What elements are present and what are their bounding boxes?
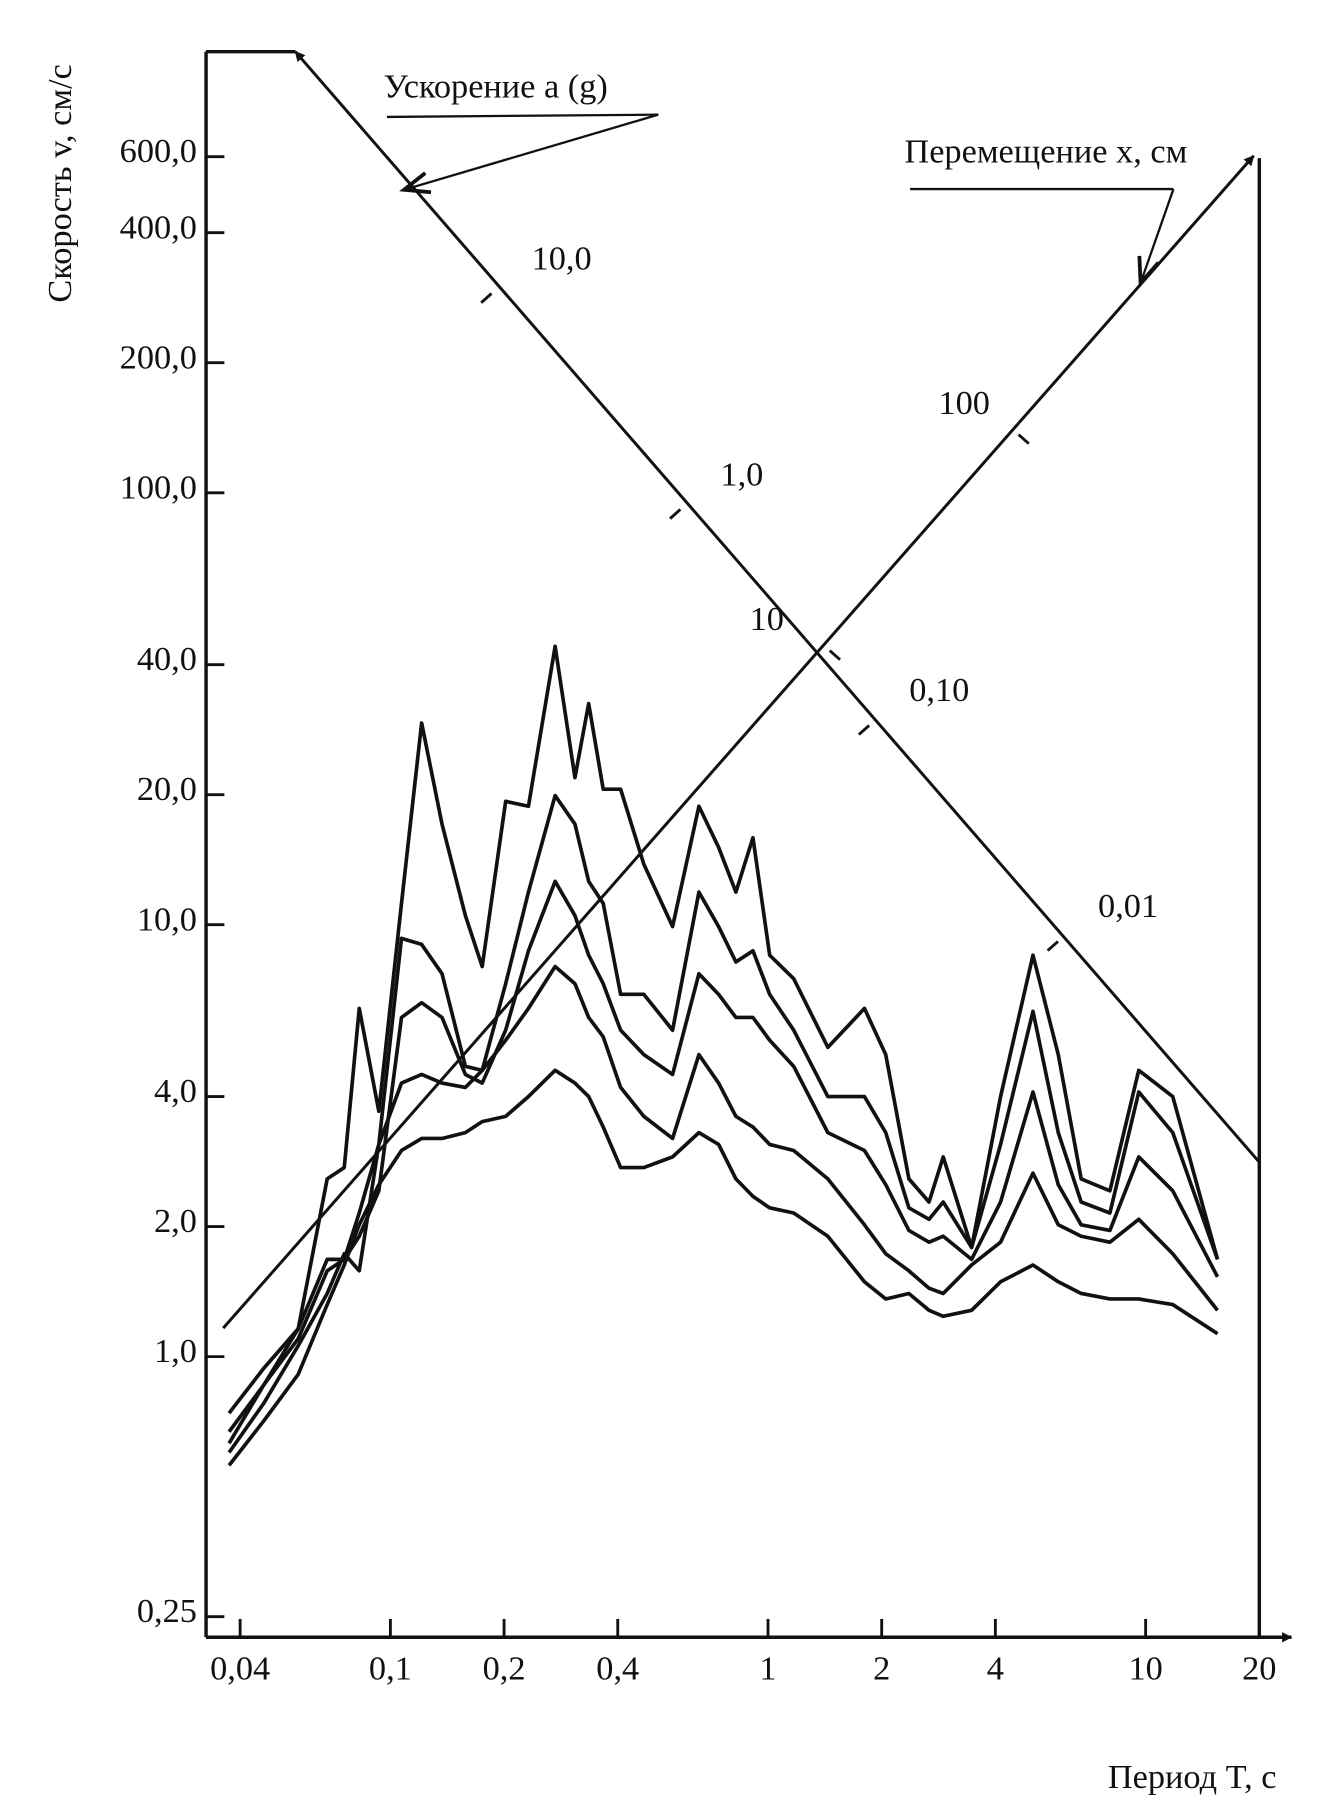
x-tick-label: 10 [1128,1649,1162,1687]
y-tick-label: 1,0 [154,1332,197,1370]
x-tick-label: 2 [873,1649,890,1687]
y-tick-label: 10,0 [137,900,197,938]
x-axis-label: Период T, с [1108,1758,1277,1796]
x-tick-label: 0,2 [483,1649,526,1687]
y-tick-label: 200,0 [120,338,197,376]
acceleration-axis [294,50,1261,1164]
acceleration-tick-label: 0,10 [909,671,969,709]
spectrum-curve [227,1068,1219,1467]
acceleration-tick [857,724,871,736]
acceleration-tick [480,292,493,304]
acceleration-axis-label: Ускорение a (g) [384,67,608,105]
y-tick-label: 2,0 [154,1202,197,1240]
displacement-tick-label: 10 [750,600,784,638]
pointer [1141,188,1175,281]
pointer [406,113,659,189]
spectrum-curve [227,793,1220,1433]
displacement-axis-label: Перемещение x, см [904,133,1187,171]
displacement-axis [222,154,1255,1330]
displacement-tick-label: 100 [938,384,990,422]
y-tick-label: 600,0 [120,132,197,170]
acceleration-tick [1046,940,1059,952]
acceleration-tick-label: 1,0 [720,455,763,493]
y-tick-label: 400,0 [120,208,197,246]
spectrum-curve [227,879,1220,1445]
acceleration-tick [669,508,682,520]
y-tick-label: 100,0 [120,468,197,506]
frame [204,49,1293,1643]
acceleration-tick-label: 0,01 [1098,887,1158,925]
y-axis-label: Скорость v, см/с [41,64,79,302]
x-tick-label: 0,1 [369,1649,412,1687]
displacement-tick [1017,433,1030,445]
y-tick-label: 20,0 [137,770,197,808]
spectrum-curve [227,964,1219,1454]
y-tick-label: 40,0 [137,640,197,678]
pointer [386,113,659,119]
acceleration-tick-label: 10,0 [532,239,592,277]
displacement-tick [828,649,841,661]
y-tick-label: 4,0 [154,1072,197,1110]
x-tick-label: 1 [759,1649,776,1687]
x-tick-label: 4 [987,1649,1004,1687]
x-tick-label: 20 [1242,1649,1276,1687]
x-tick-label: 0,4 [596,1649,639,1687]
y-tick-label: 0,25 [137,1592,197,1630]
spectrum-curve [227,644,1220,1415]
x-tick-label: 0,04 [210,1649,270,1687]
